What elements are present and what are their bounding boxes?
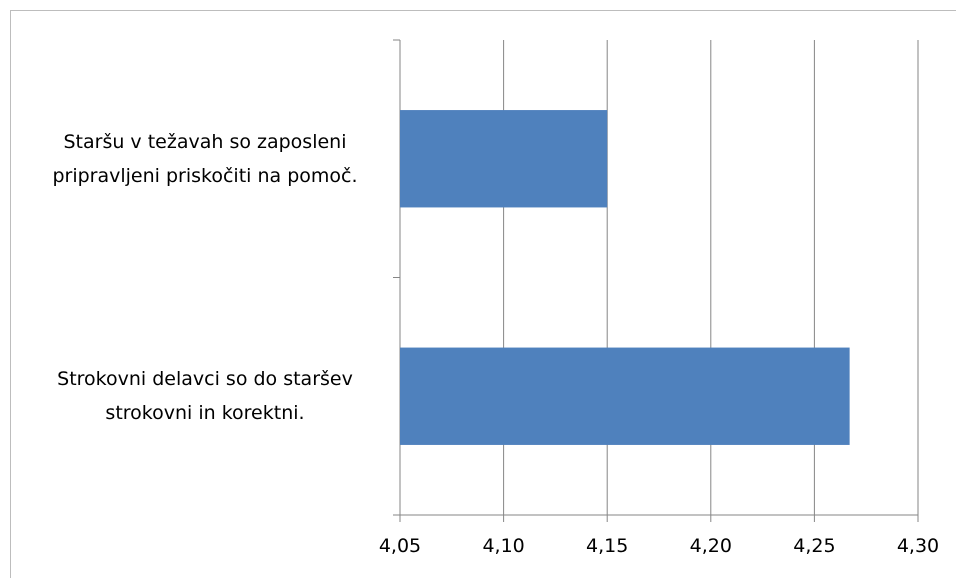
- x-tick-label: 4,10: [482, 535, 524, 557]
- chart-border: [10, 10, 956, 578]
- x-tick-label: 4,20: [690, 535, 732, 557]
- x-tick-label: 4,30: [897, 535, 939, 557]
- x-tick-label: 4,05: [379, 535, 421, 557]
- y-tick-label: Strokovni delavci so do staršev strokovn…: [57, 368, 353, 425]
- x-tick-label: 4,25: [793, 535, 835, 557]
- bar: [400, 347, 850, 445]
- y-tick-label: Staršu v težavah so zaposleni pripravlje…: [52, 130, 358, 187]
- bar: [400, 110, 608, 208]
- x-tick-label: 4,15: [586, 535, 628, 557]
